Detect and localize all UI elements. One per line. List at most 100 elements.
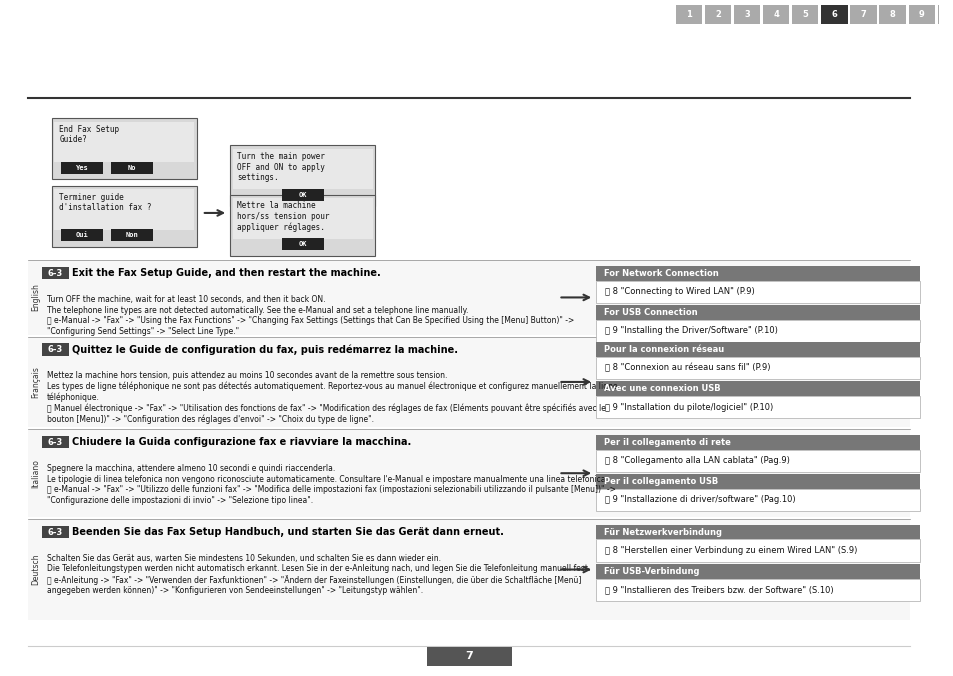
Text: 3: 3 xyxy=(743,9,749,19)
Text: 8: 8 xyxy=(889,9,895,19)
Text: 9: 9 xyxy=(918,9,923,19)
Text: Italiano: Italiano xyxy=(30,459,40,487)
FancyBboxPatch shape xyxy=(704,5,730,24)
FancyBboxPatch shape xyxy=(230,195,375,256)
FancyBboxPatch shape xyxy=(879,5,904,24)
Text: ⓘ e-Manual -> "Fax" -> "Utilizzo delle funzioni fax" -> "Modifica delle impostaz: ⓘ e-Manual -> "Fax" -> "Utilizzo delle f… xyxy=(47,485,615,494)
Text: 6: 6 xyxy=(831,9,837,19)
FancyBboxPatch shape xyxy=(596,357,919,379)
Text: ⓘ 9 "Installieren des Treibers bzw. der Software" (S.10): ⓘ 9 "Installieren des Treibers bzw. der … xyxy=(605,585,833,594)
Text: 6-3: 6-3 xyxy=(48,268,63,278)
Text: Per il collegamento di rete: Per il collegamento di rete xyxy=(603,437,730,447)
Text: Die Telefonleitungstypen werden nicht automatisch erkannt. Lesen Sie in der e-An: Die Telefonleitungstypen werden nicht au… xyxy=(47,564,590,573)
Text: OK: OK xyxy=(298,192,307,197)
FancyBboxPatch shape xyxy=(281,238,323,250)
Text: ⓘ 9 "Installing the Driver/Software" (P.10): ⓘ 9 "Installing the Driver/Software" (P.… xyxy=(605,327,778,335)
FancyBboxPatch shape xyxy=(596,396,919,418)
Text: ⓘ 9 "Installation du pilote/logiciel" (P.10): ⓘ 9 "Installation du pilote/logiciel" (P… xyxy=(605,403,773,412)
Text: Terminer guide
d'installation fax ?: Terminer guide d'installation fax ? xyxy=(59,193,152,212)
Text: For Network Connection: For Network Connection xyxy=(603,268,718,278)
Text: Beenden Sie das Fax Setup Handbuch, und starten Sie das Gerät dann erneut.: Beenden Sie das Fax Setup Handbuch, und … xyxy=(72,527,503,537)
FancyBboxPatch shape xyxy=(29,337,909,427)
FancyBboxPatch shape xyxy=(849,5,876,24)
Text: 7: 7 xyxy=(860,9,865,19)
Text: ⓘ 9 "Installazione di driver/software" (Pag.10): ⓘ 9 "Installazione di driver/software" (… xyxy=(605,496,795,504)
Text: For USB Connection: For USB Connection xyxy=(603,308,697,317)
FancyBboxPatch shape xyxy=(51,118,197,179)
Text: Turn the main power
OFF and ON to apply
settings.: Turn the main power OFF and ON to apply … xyxy=(237,152,325,182)
FancyBboxPatch shape xyxy=(233,149,373,189)
FancyBboxPatch shape xyxy=(596,435,919,450)
Text: ⓘ 8 "Connecting to Wired LAN" (P.9): ⓘ 8 "Connecting to Wired LAN" (P.9) xyxy=(605,287,755,296)
FancyBboxPatch shape xyxy=(596,474,919,489)
FancyBboxPatch shape xyxy=(596,266,919,281)
FancyBboxPatch shape xyxy=(596,320,919,342)
Text: bouton [Menu])" -> "Configuration des réglages d'envoi" -> "Choix du type de lig: bouton [Menu])" -> "Configuration des ré… xyxy=(47,414,374,424)
FancyBboxPatch shape xyxy=(42,267,69,279)
Text: Les types de ligne téléphonique ne sont pas détectés automatiquement. Reportez-v: Les types de ligne téléphonique ne sont … xyxy=(47,382,617,391)
Text: Pour la connexion réseau: Pour la connexion réseau xyxy=(603,345,723,354)
FancyBboxPatch shape xyxy=(596,450,919,472)
Text: 1: 1 xyxy=(685,9,691,19)
FancyBboxPatch shape xyxy=(596,381,919,396)
FancyBboxPatch shape xyxy=(596,564,919,579)
Text: Non: Non xyxy=(126,233,138,238)
Text: Schalten Sie das Gerät aus, warten Sie mindestens 10 Sekunden, und schalten Sie : Schalten Sie das Gerät aus, warten Sie m… xyxy=(47,554,440,562)
Text: Yes: Yes xyxy=(75,165,89,170)
Text: The telephone line types are not detected automatically. See the e-Manual and se: The telephone line types are not detecte… xyxy=(47,306,468,314)
FancyBboxPatch shape xyxy=(675,5,701,24)
Text: Für USB-Verbindung: Für USB-Verbindung xyxy=(603,566,699,576)
Text: Français: Français xyxy=(30,366,40,398)
Text: End Fax Setup
Guide?: End Fax Setup Guide? xyxy=(59,125,119,145)
Text: Avec une connexion USB: Avec une connexion USB xyxy=(603,384,720,393)
Text: ⓘ e-Anleitung -> "Fax" -> "Verwenden der Faxfunktionen" -> "Ändern der Faxeinste: ⓘ e-Anleitung -> "Fax" -> "Verwenden der… xyxy=(47,575,580,585)
FancyBboxPatch shape xyxy=(111,229,152,241)
Text: Spegnere la macchina, attendere almeno 10 secondi e quindi riaccenderla.: Spegnere la macchina, attendere almeno 1… xyxy=(47,464,335,473)
Text: Le tipologie di linea telefonica non vengono riconosciute automaticamente. Consu: Le tipologie di linea telefonica non ven… xyxy=(47,475,607,483)
Text: Per il collegamento USB: Per il collegamento USB xyxy=(603,477,717,486)
Text: Mettre la machine
hors/ss tension pour
appliquer réglages.: Mettre la machine hors/ss tension pour a… xyxy=(237,201,330,232)
FancyBboxPatch shape xyxy=(54,189,194,230)
Text: English: English xyxy=(30,283,40,312)
Text: 6-3: 6-3 xyxy=(48,527,63,537)
Text: Mettez la machine hors tension, puis attendez au moins 10 secondes avant de la r: Mettez la machine hors tension, puis att… xyxy=(47,371,447,380)
Text: 6-3: 6-3 xyxy=(48,345,63,354)
FancyBboxPatch shape xyxy=(596,525,919,539)
FancyBboxPatch shape xyxy=(596,579,919,601)
Text: No: No xyxy=(128,165,136,170)
FancyBboxPatch shape xyxy=(61,162,103,174)
FancyBboxPatch shape xyxy=(762,5,788,24)
Text: 7: 7 xyxy=(465,652,473,661)
Text: 2: 2 xyxy=(715,9,720,19)
Text: Quittez le Guide de configuration du fax, puis redémarrez la machine.: Quittez le Guide de configuration du fax… xyxy=(72,344,457,355)
Text: ⓘ 8 "Collegamento alla LAN cablata" (Pag.9): ⓘ 8 "Collegamento alla LAN cablata" (Pag… xyxy=(605,456,789,465)
FancyBboxPatch shape xyxy=(733,5,760,24)
FancyBboxPatch shape xyxy=(596,281,919,303)
FancyBboxPatch shape xyxy=(54,122,194,162)
Text: "Configuring Send Settings" -> "Select Line Type.": "Configuring Send Settings" -> "Select L… xyxy=(47,327,239,336)
Text: OK: OK xyxy=(298,241,307,247)
Text: Für Netzwerkverbindung: Für Netzwerkverbindung xyxy=(603,527,720,537)
FancyBboxPatch shape xyxy=(233,198,373,239)
FancyBboxPatch shape xyxy=(51,186,197,247)
FancyBboxPatch shape xyxy=(821,5,846,24)
Text: Exit the Fax Setup Guide, and then restart the machine.: Exit the Fax Setup Guide, and then resta… xyxy=(72,268,380,278)
FancyBboxPatch shape xyxy=(111,162,152,174)
FancyBboxPatch shape xyxy=(937,5,953,24)
FancyBboxPatch shape xyxy=(596,342,919,357)
Text: Turn OFF the machine, wait for at least 10 seconds, and then it back ON.: Turn OFF the machine, wait for at least … xyxy=(47,295,325,304)
FancyBboxPatch shape xyxy=(907,5,934,24)
FancyBboxPatch shape xyxy=(596,489,919,511)
FancyBboxPatch shape xyxy=(42,343,69,356)
FancyBboxPatch shape xyxy=(596,305,919,320)
FancyBboxPatch shape xyxy=(61,229,103,241)
FancyBboxPatch shape xyxy=(29,429,909,517)
FancyBboxPatch shape xyxy=(42,526,69,538)
Text: angegeben werden können)" -> "Konfigurieren von Sendeeinstellungen" -> "Leitungs: angegeben werden können)" -> "Konfigurie… xyxy=(47,586,422,595)
FancyBboxPatch shape xyxy=(29,260,909,335)
Text: Chiudere la Guida configurazione fax e riavviare la macchina.: Chiudere la Guida configurazione fax e r… xyxy=(72,437,411,447)
FancyBboxPatch shape xyxy=(29,519,909,620)
Text: 5: 5 xyxy=(801,9,807,19)
FancyBboxPatch shape xyxy=(596,539,919,562)
FancyBboxPatch shape xyxy=(281,189,323,201)
